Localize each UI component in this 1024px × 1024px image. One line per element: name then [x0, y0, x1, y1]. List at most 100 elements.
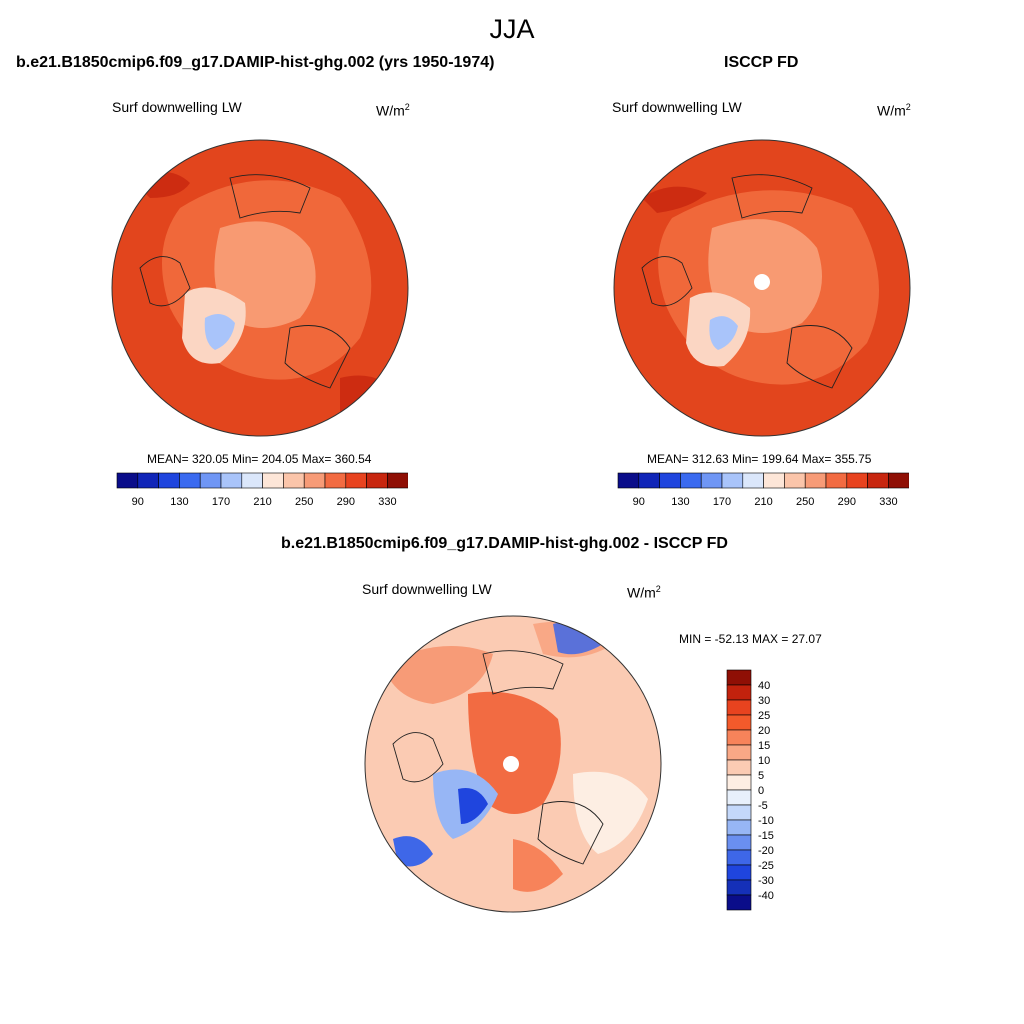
panel-1-stats: MEAN= 320.05 Min= 204.05 Max= 360.54	[147, 452, 372, 466]
panel-2-stats: MEAN= 312.63 Min= 199.64 Max= 355.75	[647, 452, 872, 466]
colorbar-tick-label: 250	[295, 496, 313, 508]
colorbar-cell	[638, 472, 660, 489]
colorbar-tick-label: 130	[671, 496, 689, 508]
colorbar-tick-label: 170	[212, 496, 230, 508]
colorbar-cell	[726, 714, 752, 731]
colorbar-tick-label: 90	[633, 496, 645, 508]
positive-zone	[513, 839, 563, 892]
coastline	[392, 650, 604, 865]
colorbar-cell	[726, 894, 752, 911]
coastline	[641, 174, 853, 389]
colorbar-cell	[726, 864, 752, 881]
positive-zone	[383, 646, 493, 704]
colorbar-tick-label: 20	[758, 725, 770, 737]
negative-zone	[393, 836, 433, 867]
colorbar-tick-label: 330	[879, 496, 897, 508]
colorbar-cell	[726, 669, 752, 686]
colorbar-cell	[617, 472, 640, 489]
arctic-positive	[468, 691, 561, 814]
colorbar-cell	[726, 759, 752, 776]
colorbar-cell	[158, 472, 180, 489]
colorbar-tick-label: -20	[758, 845, 774, 857]
colorbar-tick-label: 290	[838, 496, 856, 508]
colorbar-cell	[726, 744, 752, 761]
colorbar-tick-label: 90	[132, 496, 144, 508]
colorbar-cell	[179, 472, 201, 489]
polar-map-1	[111, 139, 409, 437]
negative-zone	[458, 788, 488, 824]
colorbar-cell	[137, 472, 159, 489]
colorbar-tick-label: 210	[253, 496, 271, 508]
colorbar-cell	[726, 789, 752, 806]
colorbar-tick-label: 210	[754, 496, 772, 508]
missing-data-pole	[754, 274, 770, 290]
colorbar-cell	[726, 879, 752, 896]
colorbar-cell	[324, 472, 347, 489]
colorbar-tick-label: -25	[758, 860, 774, 872]
colorbar-tick-label: -5	[758, 800, 768, 812]
panel-3-variable: Surf downwelling LW	[362, 581, 492, 597]
polar-map-diff	[364, 615, 662, 913]
colorbar-tick-label: 30	[758, 695, 770, 707]
panel-3-stats: MIN = -52.13 MAX = 27.07	[679, 632, 822, 646]
colorbar-cell	[241, 472, 263, 489]
coastline	[139, 174, 351, 389]
panel-2-unit: W/m2	[877, 102, 911, 119]
colorbar-2: 90130170210250290330370	[617, 472, 909, 508]
colorbar-cell	[366, 472, 388, 489]
greenland-min	[709, 316, 738, 350]
colorbar-cell	[867, 472, 889, 489]
colorbar-tick-label: 5	[758, 770, 764, 782]
colorbar-cell	[726, 699, 752, 716]
colorbar-cell	[726, 819, 752, 836]
field-hot-spot	[340, 375, 400, 421]
colorbar-cell	[726, 774, 752, 791]
colorbar-tick-label: -40	[758, 890, 774, 902]
greenland-min	[204, 314, 235, 350]
colorbar-cell	[742, 472, 764, 489]
colorbar-cell	[726, 834, 752, 851]
colorbar-tick-label: 0	[758, 785, 764, 797]
colorbar-cell	[199, 472, 222, 489]
colorbar-1: 90130170210250290330370	[116, 472, 408, 508]
colorbar-cell	[680, 472, 702, 489]
colorbar-cell	[303, 472, 326, 489]
colorbar-cell	[763, 472, 785, 489]
colorbar-cell	[116, 472, 139, 489]
colorbar-cell	[262, 472, 284, 489]
colorbar-cell	[784, 472, 806, 489]
panel-1-variable: Surf downwelling LW	[112, 99, 242, 115]
colorbar-cell	[804, 472, 827, 489]
colorbar-tick-label: 15	[758, 740, 770, 752]
colorbar-cell	[659, 472, 681, 489]
colorbar-tick-label: 10	[758, 755, 770, 767]
colorbar-tick-label: 25	[758, 710, 770, 722]
colorbar-tick-label: 40	[758, 680, 770, 692]
colorbar-cell	[220, 472, 243, 489]
colorbar-tick-label: -15	[758, 830, 774, 842]
colorbar-cell	[700, 472, 723, 489]
panel-1-title: b.e21.B1850cmip6.f09_g17.DAMIP-hist-ghg.…	[16, 54, 495, 71]
colorbar-cell	[283, 472, 305, 489]
colorbar-tick-label: 250	[796, 496, 814, 508]
colorbar-tick-label: 170	[713, 496, 731, 508]
colorbar-cell	[721, 472, 744, 489]
colorbar-diff: 40 30 25 20 15 10 5 0 -5 -10 -15 -20 -25 -30 -40	[726, 669, 774, 911]
panel-2-variable: Surf downwelling LW	[612, 99, 742, 115]
colorbar-cell	[726, 804, 752, 821]
colorbar-tick-label: 330	[378, 496, 396, 508]
missing-data-pole	[503, 756, 519, 772]
neutral-zone	[573, 771, 648, 854]
colorbar-tick-label: -30	[758, 875, 774, 887]
colorbar-tick-label: 290	[337, 496, 355, 508]
panel-3-unit: W/m2	[627, 584, 661, 601]
panel-3-title: b.e21.B1850cmip6.f09_g17.DAMIP-hist-ghg.…	[281, 535, 728, 552]
map-border	[364, 615, 662, 913]
colorbar-cell	[387, 472, 408, 489]
map-border	[111, 139, 409, 437]
colorbar-cell	[888, 472, 909, 489]
polar-map-2	[613, 139, 911, 437]
field-hot-spot	[642, 186, 707, 213]
map-border	[613, 139, 911, 437]
panel-1-unit: W/m2	[376, 102, 410, 119]
